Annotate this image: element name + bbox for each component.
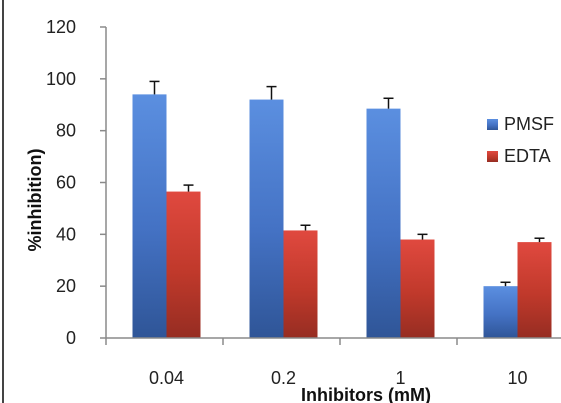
- bar-pmsf-1: [249, 99, 284, 338]
- axes-layer: 0 20 40 60 80 100 120 0.04 0.2 1 10: [46, 17, 561, 388]
- y-tick-label: 100: [46, 69, 76, 89]
- bar-pmsf-2: [366, 108, 401, 338]
- bar-pmsf-0: [132, 94, 167, 338]
- legend-label-edta: EDTA: [504, 146, 551, 166]
- legend: PMSF EDTA: [487, 114, 554, 166]
- x-tick-label: 1: [395, 368, 405, 388]
- bar-edta-3: [517, 242, 552, 338]
- bar-edta-0: [166, 191, 201, 338]
- y-tick-label: 40: [56, 224, 76, 244]
- bar-edta-2: [400, 239, 435, 338]
- y-axis-title: %inhibition): [25, 149, 45, 252]
- x-axis-title: Inhibitors (mM): [301, 385, 431, 403]
- legend-swatch-edta: [487, 151, 498, 162]
- y-tick-label: 60: [56, 173, 76, 193]
- x-tick-label: 10: [507, 368, 527, 388]
- x-tick-label: 0.2: [271, 368, 296, 388]
- bars-layer: [132, 80, 552, 338]
- x-tick-label: 0.04: [149, 368, 184, 388]
- bar-edta-1: [283, 230, 318, 338]
- legend-label-pmsf: PMSF: [504, 114, 554, 134]
- y-tick-label: 120: [46, 17, 76, 37]
- frame-left-border: [2, 0, 4, 403]
- y-tick-label: 0: [66, 328, 76, 348]
- y-tick-label: 80: [56, 121, 76, 141]
- y-tick-label: 20: [56, 276, 76, 296]
- legend-swatch-pmsf: [487, 119, 498, 130]
- bar-pmsf-3: [483, 286, 518, 338]
